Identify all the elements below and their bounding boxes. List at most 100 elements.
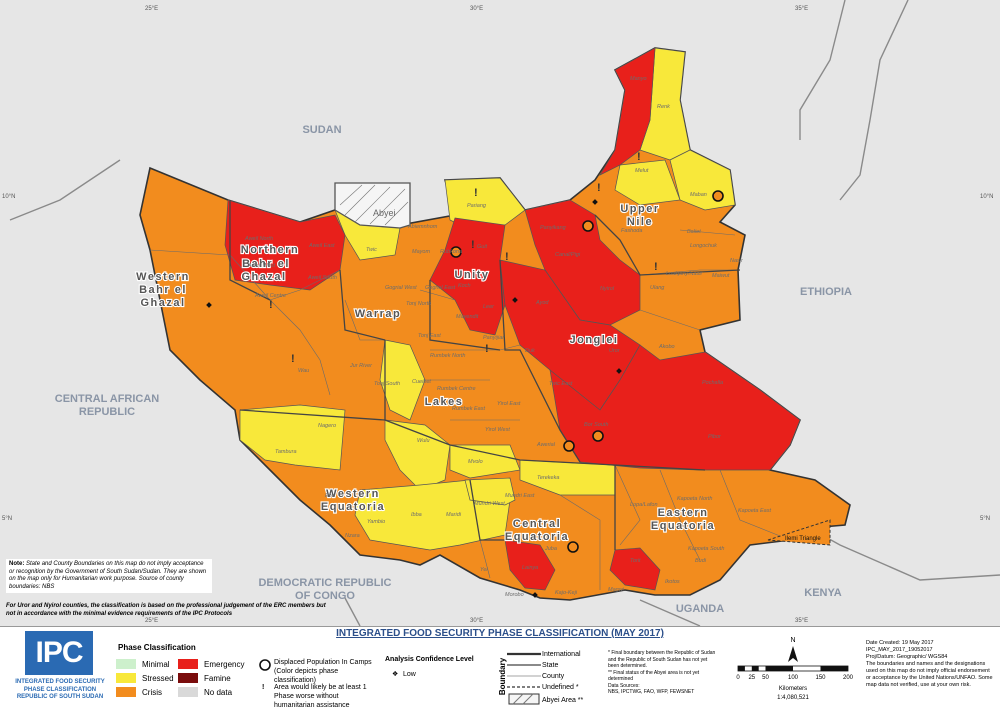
camp-legend-text: Displaced Population In Camps (Color dep… (274, 659, 372, 684)
scale-tick: 200 (843, 675, 854, 681)
country-labels: SUDAN ETHIOPIA CENTRAL AFRICAN REPUBLIC … (55, 124, 852, 615)
svg-text:Bor South: Bor South (584, 422, 608, 428)
svg-text:Pibor: Pibor (708, 434, 722, 440)
svg-text:Cueibet: Cueibet (412, 379, 431, 385)
legend-label: No data (204, 687, 233, 697)
svg-text:Warrap: Warrap (355, 308, 402, 320)
scale-and-north: N 0 25 50 100 150 200 Kilometers 1:4,080… (736, 637, 854, 701)
country-label: CENTRAL AFRICAN (55, 393, 160, 405)
graticule-label: 10°N (2, 194, 15, 200)
svg-text:Aweil North: Aweil North (244, 236, 273, 242)
svg-text:Eastern: Eastern (658, 507, 709, 519)
logo-sub-1: INTEGRATED FOOD SECURITY (15, 679, 105, 685)
svg-text:Mayom: Mayom (412, 249, 430, 255)
svg-text:Rumbek East: Rumbek East (452, 406, 485, 412)
minimal-swatch (116, 659, 136, 669)
svg-text:Yirol East: Yirol East (497, 401, 521, 407)
svg-text:Aweil Centre: Aweil Centre (254, 293, 286, 299)
camp-marker (592, 430, 604, 442)
low-confidence-marks (206, 199, 622, 598)
scale-tick: 50 (762, 675, 769, 681)
note-title: Note: (9, 561, 25, 567)
graticule-label: 30°E (470, 618, 483, 624)
svg-text:Melut: Melut (635, 168, 649, 174)
legend-famine: Famine (178, 673, 231, 683)
svg-text:Ezo: Ezo (325, 493, 334, 499)
note-box: Note: State and County Boundaries on thi… (6, 559, 212, 593)
ilemi-triangle (767, 519, 831, 546)
scale-ratio: 1:4,080,521 (777, 695, 809, 701)
camp-marker (567, 541, 579, 553)
svg-text:Terekeka: Terekeka (537, 475, 559, 481)
nodata-swatch (178, 687, 198, 697)
legend-label: Emergency (204, 659, 245, 669)
svg-text:Leer: Leer (483, 304, 495, 310)
camp-legend-icon (259, 659, 271, 671)
svg-text:Budi: Budi (695, 558, 707, 564)
svg-text:!: ! (243, 257, 247, 269)
boundary-county: County (542, 673, 565, 680)
svg-text:Jonglei: Jonglei (569, 334, 618, 346)
svg-text:Abiemnhom: Abiemnhom (407, 224, 438, 230)
low-confidence-icon: ❖ (392, 671, 399, 678)
svg-text:Bahr el: Bahr el (139, 284, 187, 296)
svg-text:Pochalla: Pochalla (702, 380, 723, 386)
svg-text:Equatoria: Equatoria (321, 501, 385, 513)
svg-text:!: ! (505, 251, 509, 263)
logo-sub-3: REPUBLIC OF SOUTH SUDAN (16, 694, 104, 700)
legend-minimal: Minimal (116, 659, 170, 669)
boundary-international: International (542, 651, 581, 658)
phase-classification-title: Phase Classification (118, 643, 196, 652)
svg-text:Kapoeta East: Kapoeta East (738, 508, 771, 514)
svg-text:Pariang: Pariang (467, 203, 487, 209)
svg-text:Aweil West: Aweil West (247, 263, 275, 269)
boundary-undefined: Undefined * (542, 684, 579, 691)
country-label: ETHIOPIA (800, 286, 852, 298)
boundary-state: State (542, 662, 559, 669)
country-label: UGANDA (676, 603, 724, 615)
state-boundaries (229, 200, 741, 550)
svg-text:Lainya: Lainya (522, 565, 538, 571)
ilemi-label: Ilemi Triangle (785, 536, 821, 542)
svg-text:Gogrial West: Gogrial West (385, 285, 417, 291)
graticule-labels: 25°E 30°E 35°E 25°E 30°E 35°E 10°N 5°N 10°N 5°… (2, 6, 993, 624)
footnotes: * Final boundary between the Republic of… (608, 650, 718, 696)
camp-marker (582, 220, 594, 232)
svg-text:!: ! (637, 151, 641, 163)
graticule-label: 30°E (470, 6, 483, 12)
svg-text:Nagero: Nagero (318, 423, 336, 429)
legend-stressed: Stressed (116, 673, 174, 683)
svg-text:Upper: Upper (620, 203, 659, 215)
legend-label: Stressed (142, 673, 174, 683)
map-info: Date Created: 19 May 2017 IPC_MAY_2017_1… (866, 640, 996, 689)
footnote-1: * Final boundary between the Republic of… (608, 650, 716, 669)
county-labels: Manyo Renk Melut Maban Fashoda Baliet Panyik… (244, 76, 771, 598)
scale-tick: 0 (736, 675, 740, 681)
boundary-legend-lines (507, 652, 541, 705)
graticule-label: 35°E (795, 618, 808, 624)
svg-text:Unity: Unity (455, 269, 490, 281)
scale-tick: 25 (748, 675, 755, 681)
svg-text:Kajo-Keji: Kajo-Keji (555, 590, 578, 596)
projection: Proj/Datum: Geographic/ WGS84 (866, 654, 948, 660)
food-security-map: !!! !!! !!! ! 25°E 30°E 35°E 25°E 30°E 35°E … (0, 0, 1000, 626)
svg-text:Ulang: Ulang (650, 285, 665, 291)
svg-text:Tonj North: Tonj North (406, 301, 431, 307)
svg-text:Tambura: Tambura (275, 449, 297, 455)
svg-text:Northern: Northern (241, 244, 299, 256)
svg-text:Lopa/Lafon: Lopa/Lafon (630, 502, 658, 508)
svg-text:Rumbek Centre: Rumbek Centre (437, 386, 476, 392)
svg-text:Luakpiny/Nasir: Luakpiny/Nasir (666, 271, 704, 277)
sources-title: Data Sources: (608, 682, 640, 689)
svg-text:!: ! (471, 239, 475, 251)
svg-text:Yei: Yei (480, 567, 488, 573)
scale-unit: Kilometers (779, 686, 807, 692)
svg-text:Nasir: Nasir (730, 258, 744, 264)
svg-text:!: ! (291, 353, 295, 365)
svg-text:Uror: Uror (609, 348, 621, 354)
country-label: KENYA (804, 587, 842, 599)
svg-text:Magwi: Magwi (608, 587, 625, 593)
svg-text:Panyijiar: Panyijiar (483, 335, 505, 341)
map-id: IPC_MAY_2017_19052017 (866, 647, 933, 653)
svg-text:Central: Central (513, 518, 561, 530)
